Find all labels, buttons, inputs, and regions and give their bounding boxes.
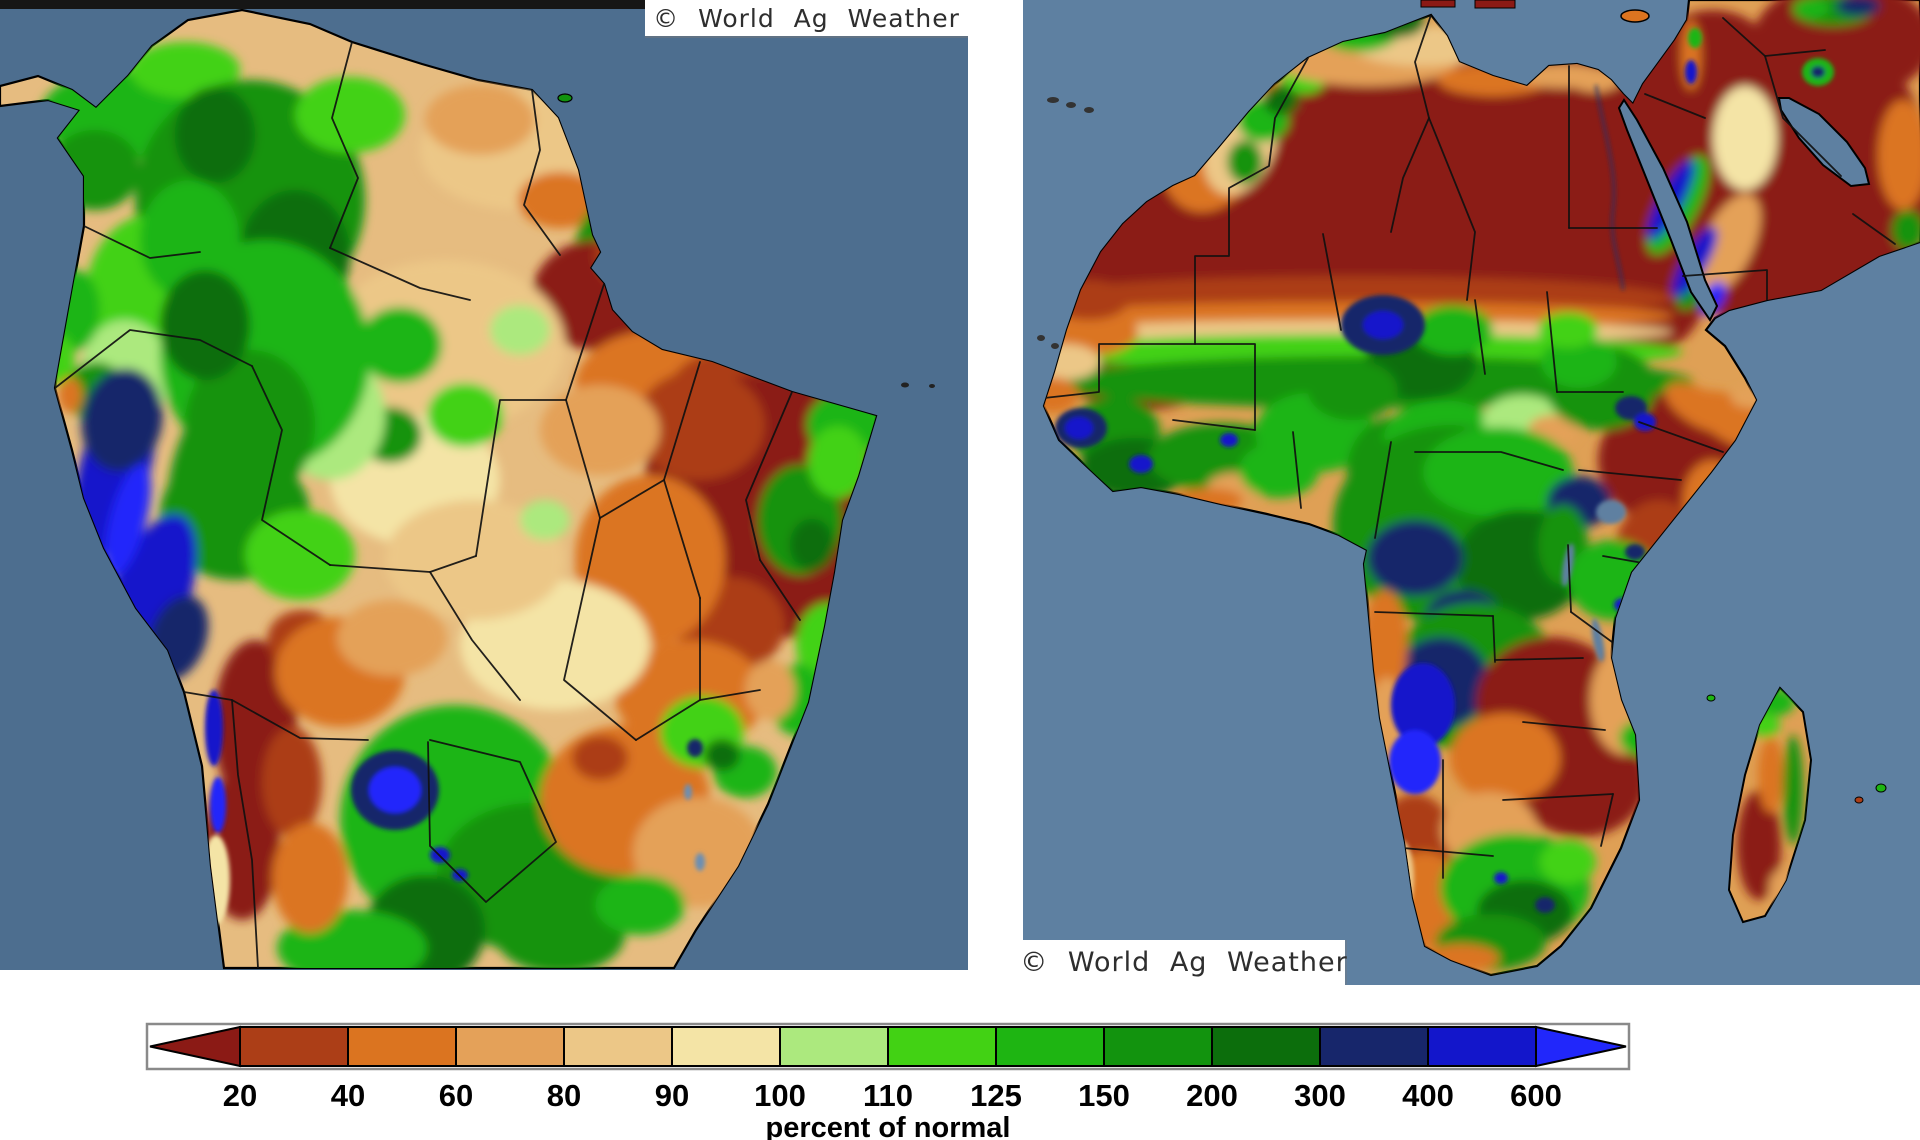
legend-tick-label: 60 [439, 1078, 473, 1113]
legend-outer-rim [145, 1022, 1631, 1071]
legend-cell-60-80 [455, 1026, 565, 1067]
south-america-map-image [0, 0, 968, 970]
canary-islands [1047, 97, 1059, 103]
cyprus-island [1620, 9, 1650, 23]
legend-tick-label: 110 [863, 1078, 913, 1113]
map-top-border-strip [0, 0, 645, 9]
legend-cell-150-200 [1103, 1026, 1213, 1067]
map-south-america-percent-of-normal: © World Ag Weather [0, 0, 968, 970]
legend-cell-110-125 [887, 1026, 997, 1067]
comoros-island [1706, 694, 1716, 702]
trinidad-island [557, 93, 573, 103]
cape-verde-islands [1037, 335, 1045, 341]
legend-tick-label: 80 [547, 1078, 581, 1113]
legend-tick-label: 300 [1294, 1078, 1346, 1113]
cape-verde-islands [1051, 343, 1059, 349]
mauritius-island [1875, 783, 1887, 793]
canary-islands [1084, 107, 1094, 113]
legend-arrow-below-20 [149, 1025, 241, 1068]
legend-cell-125-150 [995, 1026, 1105, 1067]
legend-cell-100-110 [779, 1026, 889, 1067]
legend-tick-label: 150 [1078, 1078, 1130, 1113]
legend-tick-label: 20 [223, 1078, 257, 1113]
legend-arrow-above-600 [1535, 1025, 1627, 1068]
crete-fragment [1474, 0, 1516, 9]
legend-cell-90-100 [671, 1026, 781, 1067]
red-sea [1617, 98, 1719, 322]
legend-tick-label: 400 [1402, 1078, 1454, 1113]
watermark-world-ag-weather: © World Ag Weather [645, 0, 968, 36]
legend-cell-80-90 [563, 1026, 673, 1067]
legend-caption: percent of normal [766, 1112, 1011, 1140]
legend-tick-label: 40 [331, 1078, 365, 1113]
africa-map-image [1023, 0, 1920, 985]
legend-tick-label: 100 [754, 1078, 806, 1113]
legend-colorbar: 20 40 60 80 90 100 110 125 150 200 300 400 600 percen… [145, 1022, 1631, 1140]
watermark-world-ag-weather: © World Ag Weather [1020, 940, 1347, 985]
country-borders [54, 41, 801, 968]
legend-cell-300-400 [1319, 1026, 1429, 1067]
atlantic-islet [901, 382, 909, 388]
legend-cell-200-300 [1211, 1026, 1321, 1067]
legend-percent-of-normal: 20 40 60 80 90 100 110 125 150 200 300 400 600 percen… [0, 1020, 1920, 1140]
legend-cell-20-40 [239, 1026, 349, 1067]
atlantic-islet [929, 384, 935, 388]
map-africa-percent-of-normal: © World Ag Weather [1020, 0, 1920, 985]
sicily-fragment [1420, 0, 1456, 8]
canary-islands [1066, 102, 1076, 108]
legend-tick-label: 600 [1510, 1078, 1562, 1113]
legend-cell-40-60 [347, 1026, 457, 1067]
legend-tick-label: 90 [655, 1078, 689, 1113]
reunion-island [1854, 796, 1864, 804]
legend-cell-400-600 [1427, 1026, 1537, 1067]
legend-tick-label: 125 [970, 1078, 1022, 1113]
precip-details [1055, 28, 1834, 916]
legend-tick-label: 200 [1186, 1078, 1238, 1113]
